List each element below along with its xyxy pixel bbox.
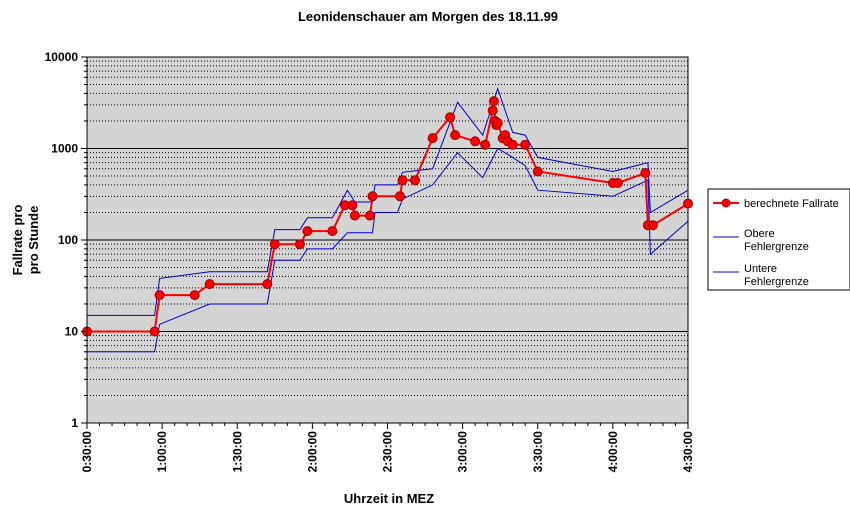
legend-rate-label: berechnete Fallrate — [744, 198, 839, 210]
upper-error-line — [87, 87, 689, 316]
x-tick-label: 4:00:00 — [606, 431, 620, 473]
rate-point — [269, 239, 280, 250]
legend: berechnete Fallrate Obere Fehlergrenze Un… — [707, 188, 850, 291]
x-tick-label: 4:30:00 — [681, 431, 695, 473]
legend-rate-marker — [721, 198, 731, 208]
series-lines — [87, 87, 689, 353]
rate-point — [488, 96, 499, 107]
lower-error-line — [87, 147, 689, 353]
x-tick-label: 3:30:00 — [531, 431, 545, 473]
rate-point — [445, 112, 456, 123]
rate-point — [427, 133, 438, 144]
y-tick-label: 1 — [71, 416, 78, 430]
rate-point — [395, 191, 405, 202]
rate-point — [327, 226, 338, 237]
x-axis-label: Uhrzeit in MEZ — [344, 491, 434, 506]
legend-lower-label: Untere Fehlergrenze — [744, 263, 809, 288]
rate-point — [154, 290, 165, 301]
rate-point — [262, 279, 273, 290]
rate-point — [410, 175, 420, 186]
y-tick-label: 10 — [65, 325, 79, 339]
x-tick-label: 1:00:00 — [155, 431, 169, 473]
rate-point — [507, 139, 518, 150]
rate-point — [487, 105, 498, 116]
rate-point — [204, 279, 215, 290]
axes: 1 10 100 1000 10000 0:30:00 1:00:00 1:30:00 2:00… — [45, 50, 695, 472]
rate-point — [520, 139, 531, 150]
rate-point — [612, 178, 623, 188]
legend-label-line: Untere — [744, 263, 777, 275]
legend-box — [707, 188, 850, 291]
y-tick-label: 1000 — [51, 142, 78, 156]
rate-point — [302, 226, 313, 237]
rate-point — [294, 239, 305, 250]
x-tick-label: 1:30:00 — [230, 431, 244, 473]
x-tick-label: 3:00:00 — [456, 431, 470, 473]
rate-point — [349, 210, 360, 221]
x-tick-label: 0:30:00 — [80, 431, 94, 473]
rate-point — [480, 139, 491, 150]
chart-title: Leonidenschauer am Morgen des 18.11.99 — [298, 9, 558, 24]
y-axis-label-line-2: pro Stunde — [26, 206, 41, 275]
rate-point — [492, 118, 503, 128]
rate-line — [87, 100, 689, 333]
rate-point — [683, 198, 693, 209]
rate-point — [189, 290, 200, 301]
y-axis-label-line-1: Fallrate pro — [10, 205, 25, 276]
rate-point — [532, 166, 543, 177]
rate-point — [365, 210, 375, 221]
rate-point — [640, 168, 651, 178]
x-tick-label: 2:00:00 — [305, 431, 319, 473]
legend-upper-label: Obere Fehlergrenze — [744, 228, 809, 253]
rate-point — [149, 326, 160, 337]
legend-label-line: Fehlergrenze — [744, 276, 809, 288]
legend-label-line: Obere — [744, 228, 775, 240]
rate-point — [397, 175, 408, 186]
rate-point — [347, 200, 358, 211]
rate-point — [367, 191, 378, 202]
rate-point — [647, 220, 658, 231]
x-tick-label: 2:30:00 — [381, 431, 395, 473]
legend-label-line: Fehlergrenze — [744, 241, 809, 253]
rate-point — [470, 136, 481, 147]
y-tick-label: 100 — [58, 233, 78, 247]
rate-point — [450, 130, 461, 141]
y-tick-label: 10000 — [45, 50, 79, 64]
